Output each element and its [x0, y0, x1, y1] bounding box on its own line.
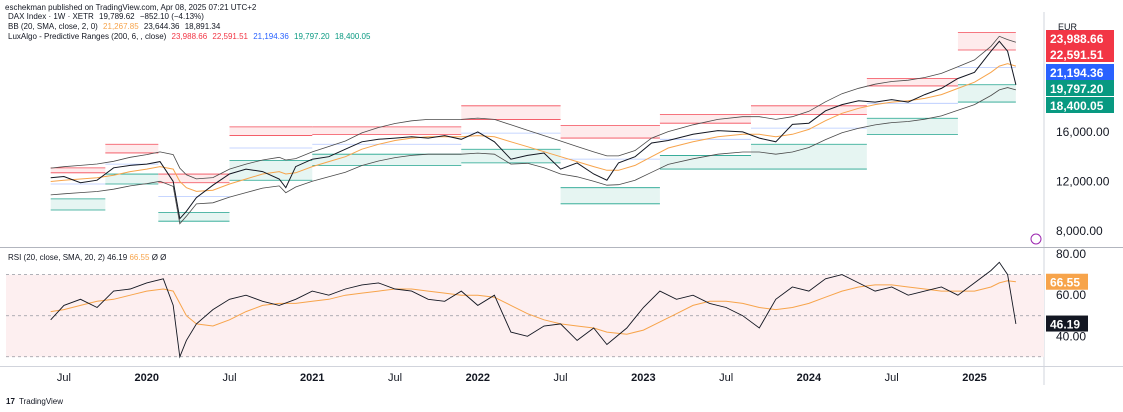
- range-s-fill-5: [461, 149, 561, 163]
- rsi-background: [6, 274, 1044, 358]
- legend-rsi-v4: Ø: [160, 253, 167, 262]
- legend-main: DAX Index · 1W · XETR 19,789.62 −852.10 …: [8, 12, 207, 21]
- range-r-fill-10: [957, 32, 1016, 50]
- range-r-fill-2: [158, 174, 230, 183]
- x-tick-7: 2023: [631, 372, 655, 384]
- price-label-bg-1: [1046, 46, 1114, 62]
- price-labels: 23,988.66 22,591.51 21,194.36 19,797.20 18,4…: [1030, 30, 1114, 332]
- x-tick-3: 2021: [300, 372, 324, 384]
- footer: 17 TradingView: [6, 397, 63, 406]
- range-r-fill-7: [659, 114, 751, 124]
- legend-bb-v3: 18,891.34: [184, 22, 221, 31]
- legend-lux-name: LuxAlgo - Predictive Ranges (200, 6, , c…: [8, 32, 167, 41]
- legend-bb-name: BB (20, SMA, close, 2, 0): [8, 22, 98, 31]
- legend-rsi-v3: Ø: [151, 253, 158, 262]
- legend-main-value: 19,789.62: [99, 12, 135, 21]
- x-tick-10: Jul: [885, 372, 899, 384]
- range-s-fill-4: [312, 154, 462, 166]
- range-r-fill-3: [229, 126, 313, 136]
- range-r-fill-1: [105, 144, 159, 153]
- rsi-label-bg-1: [1046, 315, 1088, 332]
- x-tick-5: 2022: [466, 372, 490, 384]
- x-tick-2: Jul: [222, 372, 236, 384]
- price-label-1: 22,591.51: [1050, 48, 1104, 62]
- tradingview-logo: 17: [6, 397, 15, 406]
- legend-rsi: RSI (20, close, SMA, 20, 2) 46.19 66.55 …: [8, 253, 166, 262]
- series-layer: [50, 35, 1017, 359]
- x-tick-9: 2024: [797, 372, 822, 384]
- rsi-y-tick-0: 80.00: [1056, 247, 1086, 261]
- rsi-ma-line: [50, 280, 1016, 335]
- price-label-3: 19,797.20: [1050, 82, 1104, 96]
- legend-lux-v1: 23,988.66: [171, 32, 208, 41]
- range-r-fill-6: [560, 125, 660, 139]
- range-r-fill-5: [461, 105, 561, 120]
- x-tick-1: 2020: [134, 372, 158, 384]
- range-s-fill-1: [105, 174, 159, 184]
- legend-lux-v2: 22,591.51: [212, 32, 248, 41]
- x-tick-11: 2025: [962, 372, 986, 384]
- range-r-fill-9: [866, 78, 958, 86]
- legend-rsi-v1: 46.19: [107, 253, 128, 262]
- x-tick-6: Jul: [554, 372, 568, 384]
- rsi-label-bg-0: [1046, 273, 1088, 290]
- rsi-y-tick-1: 60.00: [1056, 288, 1086, 302]
- price-label-2: 21,194.36: [1050, 66, 1104, 80]
- legend-main-change: −852.10 (−4.13%): [139, 12, 204, 21]
- legend-bb-v2: 23,644.36: [143, 22, 180, 31]
- rsi-y-tick-2: 40.00: [1056, 329, 1086, 343]
- legend-lux: LuxAlgo - Predictive Ranges (200, 6, , c…: [8, 32, 373, 41]
- x-tick-0: Jul: [57, 372, 71, 384]
- legend-lux-v3: 21,194.36: [253, 32, 289, 41]
- range-r-fill-8: [750, 105, 867, 115]
- range-s-fill-8: [750, 144, 867, 170]
- rsi-label-0: 66.55: [1050, 276, 1080, 290]
- price-label-4: 18,400.05: [1050, 99, 1104, 113]
- price-label-bg-0: [1046, 30, 1114, 46]
- legend-lux-v4: 19,797.20: [294, 32, 330, 41]
- range-s-fill-7: [659, 155, 751, 170]
- axis-layer: EUR 16,000.00 12,000.00 8,000.00 80.00 60.00 4…: [57, 22, 1110, 384]
- legend-bb: BB (20, SMA, close, 2, 0) 21,267.85 23,6…: [8, 22, 223, 31]
- price-line: [50, 40, 1017, 220]
- range-s-fill-9: [866, 118, 958, 135]
- predictive-ranges: [50, 32, 1016, 222]
- main-y-tick-2: 8,000.00: [1056, 224, 1103, 238]
- currency-label: EUR: [1058, 22, 1078, 32]
- main-y-tick-1: 12,000.00: [1056, 174, 1110, 188]
- rsi-label-1: 46.19: [1050, 318, 1080, 332]
- footer-brand: TradingView: [18, 397, 64, 406]
- bb-upper-line: [50, 35, 1017, 180]
- range-s-fill-2: [158, 212, 230, 222]
- bb-lower-line: [50, 87, 1017, 225]
- x-tick-8: Jul: [719, 372, 733, 384]
- range-r-fill-0: [50, 167, 106, 173]
- legend-main-name: DAX Index · 1W · XETR: [8, 12, 94, 21]
- rsi-line: [50, 261, 1017, 359]
- legend-bb-v1: 21,267.85: [103, 22, 139, 31]
- legend-rsi-name: RSI (20, close, SMA, 20, 2): [8, 253, 105, 262]
- range-s-fill-0: [50, 198, 106, 211]
- price-label-bg-3: [1046, 80, 1114, 96]
- alert-icon: [1030, 233, 1042, 245]
- price-label-bg-4: [1046, 97, 1114, 113]
- legend-rsi-v2: 66.55: [129, 253, 150, 262]
- price-label-0: 23,988.66: [1050, 32, 1104, 46]
- legend-lux-v5: 18,400.05: [334, 32, 371, 41]
- range-r-fill-4: [312, 126, 462, 135]
- published-line: eschekman published on TradingView.com, …: [5, 3, 257, 12]
- bb-basis-line: [50, 63, 1017, 192]
- range-s-fill-6: [560, 187, 660, 204]
- x-tick-4: Jul: [388, 372, 402, 384]
- price-label-bg-2: [1046, 64, 1114, 80]
- main-y-tick-0: 16,000.00: [1056, 125, 1110, 139]
